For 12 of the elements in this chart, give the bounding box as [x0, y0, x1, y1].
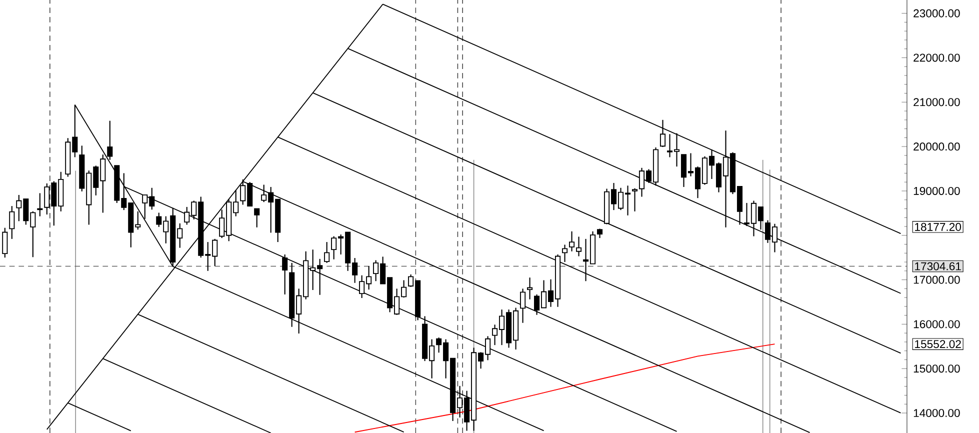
y-tick-label: 15000.00	[914, 364, 960, 373]
text: 15552.02	[915, 340, 961, 348]
y-tick-label: 16000.00	[914, 320, 960, 328]
y-tick-label: 20000.00	[914, 142, 960, 151]
y-tick-label: 21000.00	[914, 98, 960, 106]
y-tick-label: 23000.00	[914, 9, 960, 18]
text: 18177.20	[915, 222, 962, 231]
y-tick-label: 19000.00	[914, 186, 960, 195]
y-tick-label: 22000.00	[914, 54, 960, 62]
ref-line-label: 17304.61	[915, 262, 961, 270]
y-tick-label: 14000.00	[914, 409, 960, 418]
y-tick-label: 17000.00	[914, 276, 960, 284]
